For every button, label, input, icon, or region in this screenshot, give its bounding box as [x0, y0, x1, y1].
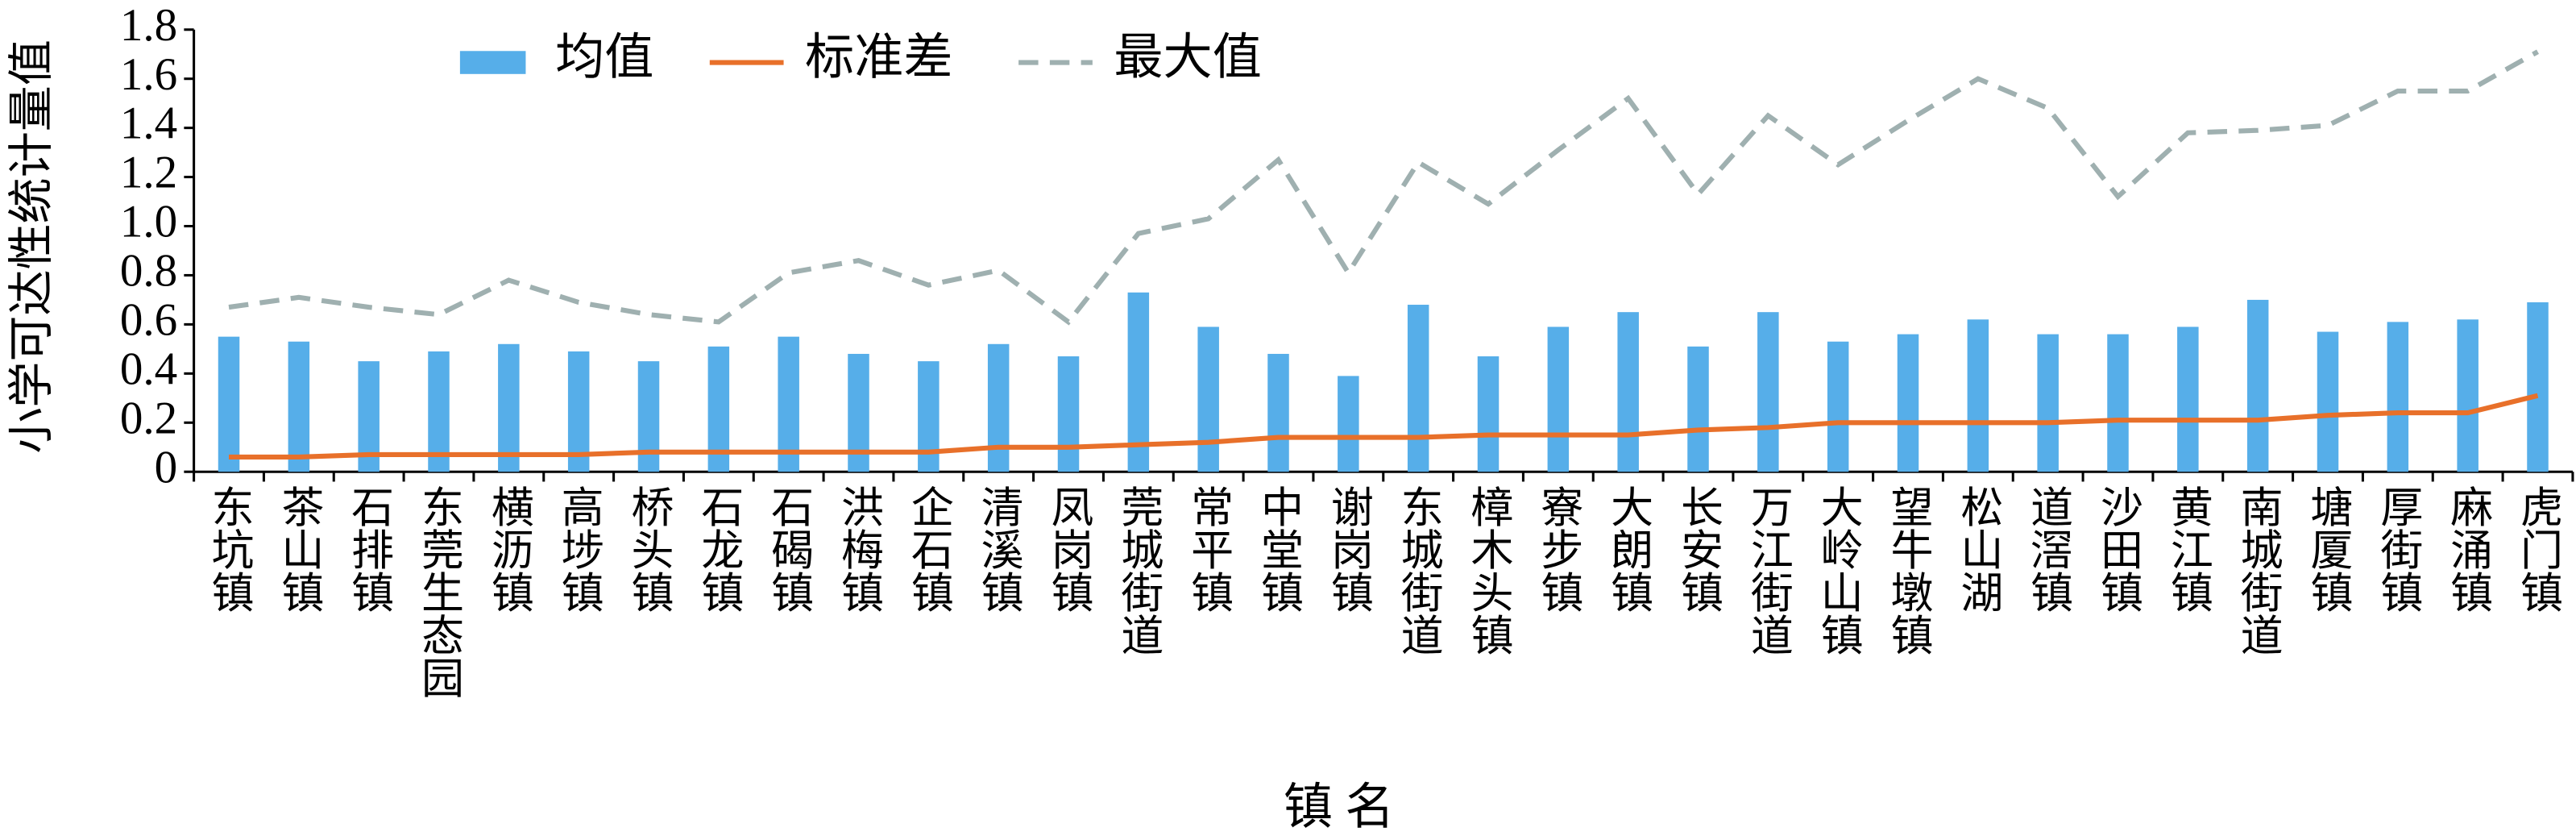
y-tick-label: 1.0: [120, 197, 177, 247]
bar: [1338, 376, 1359, 472]
y-tick-label: 0.2: [120, 393, 177, 443]
bar: [2387, 322, 2409, 472]
x-tick-label: 常平镇: [1185, 485, 1234, 613]
y-tick-label: 0.4: [120, 343, 177, 394]
line: [228, 49, 2540, 326]
x-tick-label: 长安镇: [1675, 485, 1724, 613]
legend-swatch: [459, 51, 526, 74]
x-tick-label: 莞城街道: [1115, 485, 1164, 656]
bar: [1267, 353, 1289, 472]
bar: [1547, 326, 1570, 472]
x-axis-label: 镇 名: [1284, 780, 1395, 834]
x-tick-label: 黄江镇: [2164, 485, 2213, 613]
x-tick-label: 清溪镇: [975, 485, 1023, 613]
bar: [1617, 312, 1639, 472]
x-tick-label: 洪梅镇: [836, 485, 884, 613]
y-tick-label: 1.6: [120, 49, 177, 100]
legend-label: 均值: [555, 31, 653, 85]
bar: [1197, 326, 1219, 472]
y-tick-label: 1.8: [120, 0, 177, 51]
bar: [987, 343, 1010, 472]
y-tick-label: 0.8: [120, 246, 177, 297]
line: [229, 393, 2539, 460]
bar: [428, 351, 450, 472]
bar: [1057, 356, 1080, 472]
y-tick-label: 1.4: [120, 98, 177, 149]
bar: [2177, 326, 2199, 472]
bar: [567, 351, 590, 472]
x-tick-label: 麻涌镇: [2445, 485, 2493, 613]
x-tick-label: 松山湖: [1955, 485, 2003, 613]
x-tick-label: 企石镇: [905, 485, 953, 613]
bar: [2317, 331, 2339, 472]
x-tick-label: 塘厦镇: [2304, 485, 2353, 613]
x-tick-label: 万江街道: [1744, 485, 1794, 656]
x-tick-label: 谢岗镇: [1325, 485, 1373, 613]
x-tick-label: 东莞生态园: [416, 485, 463, 699]
x-tick-label: 沙田镇: [2095, 485, 2143, 613]
bar: [918, 361, 940, 472]
bar: [1687, 346, 1709, 472]
bar: [1757, 312, 1779, 472]
x-tick-label: 东城街道: [1395, 485, 1444, 656]
x-tick-label: 中堂镇: [1255, 485, 1304, 613]
bar: [2527, 301, 2549, 472]
y-tick-label: 1.2: [120, 148, 177, 198]
bar: [498, 343, 520, 472]
bar: [288, 341, 310, 472]
x-tick-label: 石龙镇: [695, 485, 744, 613]
bar: [2246, 299, 2269, 472]
x-tick-label: 樟木头镇: [1465, 485, 1513, 656]
legend-label: 最大值: [1114, 31, 1261, 85]
bar: [1827, 341, 1849, 472]
y-axis-label: 小学可达性统计量值: [6, 40, 57, 454]
bar: [637, 361, 660, 472]
bar: [2037, 334, 2059, 472]
x-tick-label: 凤岗镇: [1045, 485, 1093, 613]
x-tick-label: 石排镇: [346, 485, 394, 613]
legend-label: 标准差: [805, 31, 952, 85]
x-tick-label: 南城街道: [2234, 485, 2284, 656]
y-tick-label: 0.6: [120, 294, 177, 345]
bar: [1967, 319, 1989, 472]
x-tick-label: 道滘镇: [2025, 485, 2073, 613]
x-tick-label: 高埗镇: [555, 485, 604, 613]
x-tick-label: 横沥镇: [485, 485, 533, 613]
bar: [778, 336, 799, 472]
x-tick-label: 茶山镇: [276, 485, 324, 613]
x-tick-label: 望牛墩镇: [1885, 485, 1933, 656]
x-tick-label: 厚街镇: [2375, 485, 2424, 613]
bar: [1407, 305, 1429, 472]
x-tick-label: 虎门镇: [2515, 485, 2563, 613]
x-tick-label: 石碣镇: [765, 485, 814, 613]
bar: [2107, 334, 2129, 472]
bar: [1897, 334, 1919, 472]
x-tick-label: 东坑镇: [205, 485, 254, 613]
x-tick-label: 桥头镇: [625, 485, 674, 613]
x-tick-label: 大岭山镇: [1815, 485, 1863, 656]
x-tick-label: 寮步镇: [1535, 485, 1583, 613]
bar: [1477, 356, 1500, 472]
bar: [218, 336, 240, 472]
bar: [1127, 292, 1150, 472]
y-tick-label: 0: [155, 442, 178, 493]
x-tick-label: 大朗镇: [1605, 485, 1653, 613]
bar: [2457, 319, 2479, 472]
